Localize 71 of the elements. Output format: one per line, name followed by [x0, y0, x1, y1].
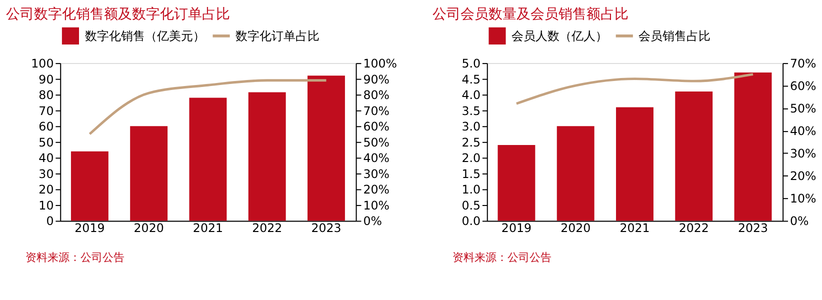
y2-tick-label: 100% [363, 56, 397, 70]
x-tick-label: 2023 [311, 221, 342, 236]
legend-label: 数字化订单占比 [236, 28, 320, 43]
y2-tick-label: 20% [363, 182, 390, 197]
y-tick-label: 4.5 [462, 72, 480, 86]
bar [248, 92, 286, 221]
x-tick-label: 2020 [134, 221, 164, 236]
y2-tick-label: 0% [790, 214, 809, 228]
y-tick-label: 100 [31, 56, 54, 70]
text: 资料来源：公司公告 [452, 251, 552, 264]
legend-label: 会员人数（亿人） [512, 28, 608, 43]
y2-tick-label: 10% [790, 192, 816, 206]
y-tick-label: 1.0 [462, 182, 480, 197]
bar [734, 72, 772, 221]
bar [130, 126, 168, 221]
y-tick-label: 80 [38, 88, 54, 102]
y-tick-label: 0.0 [462, 214, 480, 228]
y-tick-label: 30 [38, 166, 54, 181]
y-tick-label: 3.5 [462, 104, 480, 118]
bar [70, 151, 108, 221]
y-tick-label: 50 [38, 135, 54, 150]
x-tick-label: 2019 [74, 221, 105, 236]
y-tick-label: 3.0 [462, 120, 480, 134]
y-tick-label: 4.0 [462, 88, 480, 102]
y2-tick-label: 40% [790, 124, 816, 138]
chart-title: 公司会员数量及会员销售额占比 [432, 6, 629, 23]
y-tick-label: 2.5 [462, 135, 480, 150]
y2-tick-label: 80% [363, 88, 390, 102]
y2-tick-label: 30% [790, 146, 816, 161]
x-tick-label: 2020 [560, 221, 591, 236]
y2-tick-label: 0% [363, 214, 382, 228]
y2-tick-label: 70% [790, 56, 816, 70]
bar [556, 126, 594, 221]
y-tick-label: 5.0 [462, 56, 480, 70]
y-tick-label: 0 [46, 214, 54, 228]
bar [675, 91, 713, 221]
x-tick-label: 2021 [192, 221, 223, 236]
text: 资料来源：公司公告 [26, 251, 125, 264]
bar [308, 76, 345, 221]
y2-tick-label: 40% [363, 151, 390, 166]
y2-tick-label: 50% [790, 102, 816, 116]
y2-tick-label: 60% [363, 120, 390, 134]
y2-tick-label: 30% [363, 166, 390, 181]
y-tick-label: 20 [38, 182, 54, 197]
chart-title: 公司数字化销售额及数字化订单占比 [6, 6, 230, 23]
y-tick-label: 90 [38, 72, 54, 86]
y-tick-label: 0.5 [462, 198, 480, 212]
x-tick-label: 2023 [738, 221, 768, 236]
line-series [515, 73, 754, 105]
y-tick-label: 60 [38, 120, 54, 134]
x-tick-label: 2022 [678, 221, 709, 236]
line-series [88, 79, 328, 136]
bar [616, 107, 654, 221]
y-tick-label: 2.0 [462, 151, 480, 166]
y2-tick-label: 60% [790, 79, 816, 94]
y-tick-label: 70 [38, 104, 54, 118]
y2-tick-label: 90% [363, 72, 390, 86]
y2-tick-label: 20% [790, 169, 816, 184]
bar [498, 145, 536, 221]
x-tick-label: 2022 [252, 221, 282, 236]
y-tick-label: 1.5 [462, 166, 480, 181]
y2-tick-label: 70% [363, 104, 390, 118]
y-tick-label: 10 [38, 198, 54, 212]
x-tick-label: 2021 [620, 221, 650, 236]
x-tick-label: 2019 [501, 221, 532, 236]
y-tick-label: 40 [38, 151, 54, 166]
bar [189, 98, 227, 221]
y2-tick-label: 50% [363, 135, 390, 150]
legend-label: 会员销售占比 [638, 28, 711, 43]
legend-label: 数字化销售（亿美元） [84, 28, 205, 43]
y2-tick-label: 10% [363, 198, 390, 212]
